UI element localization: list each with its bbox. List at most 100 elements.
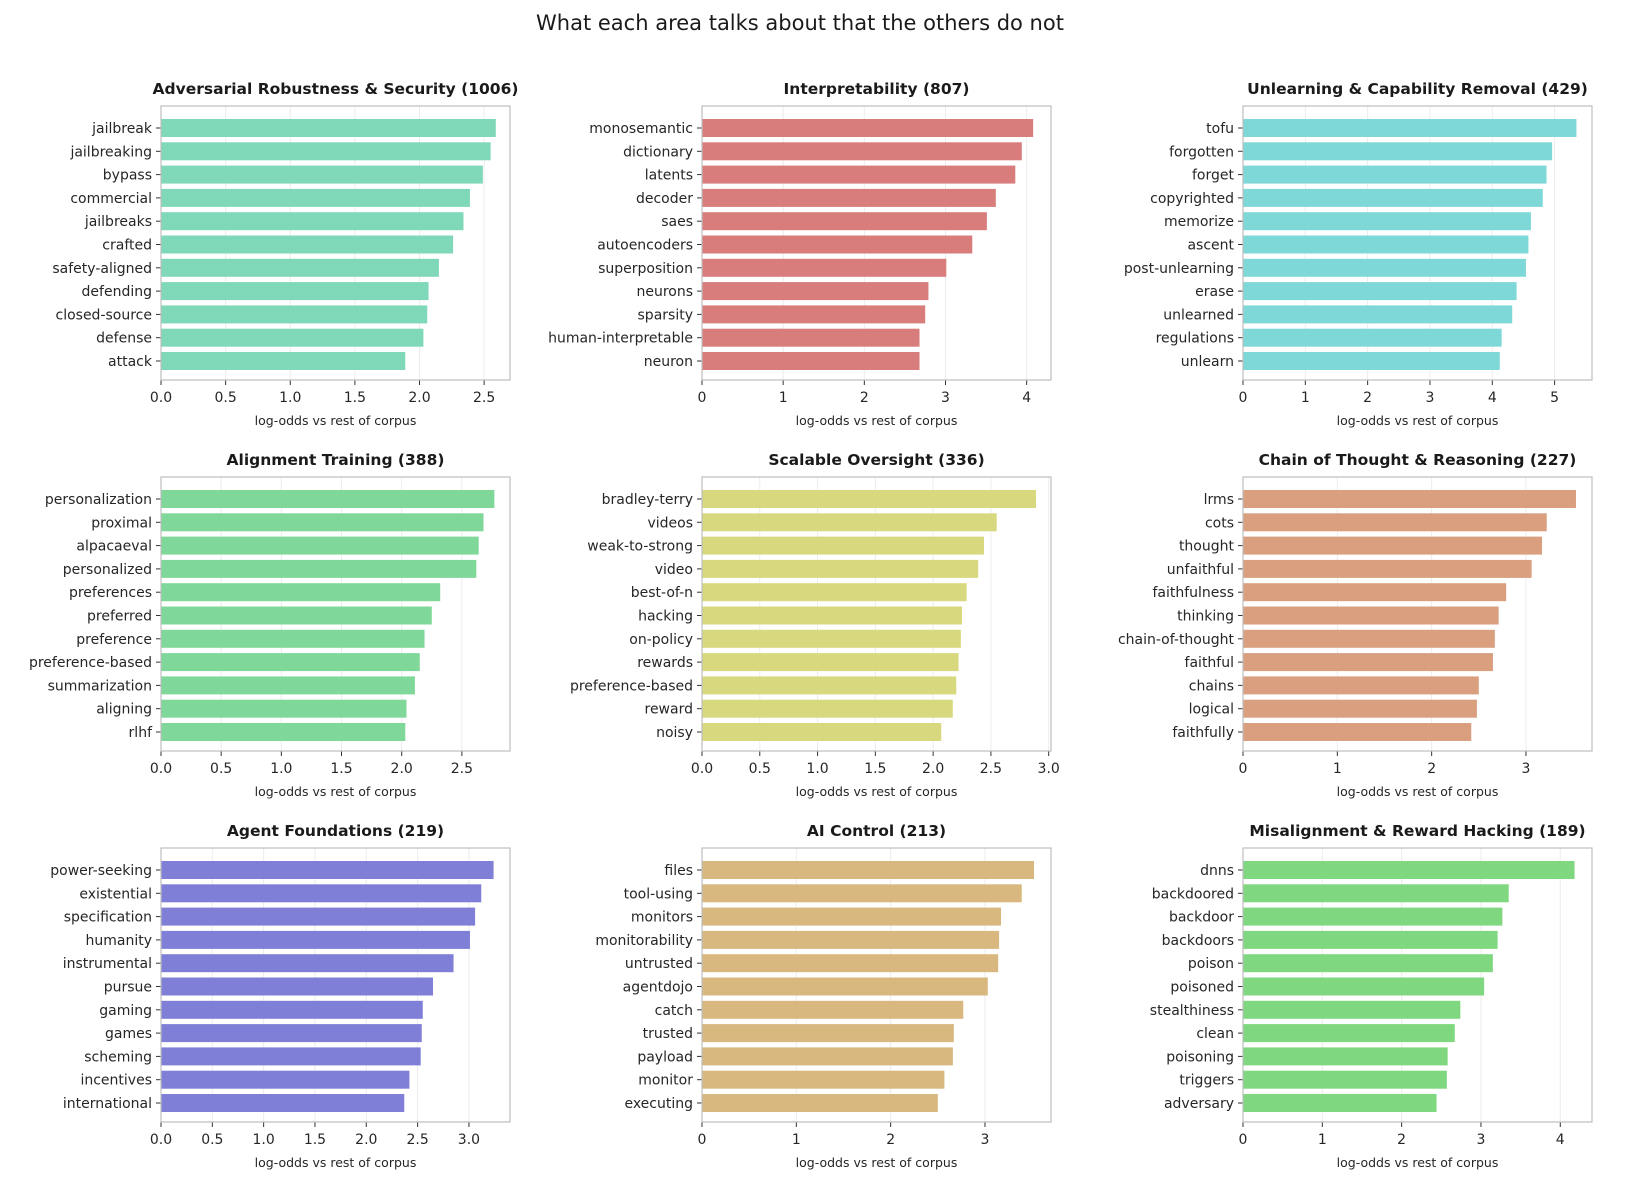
bar — [161, 1024, 422, 1043]
category-label: human-interpretable — [548, 331, 693, 347]
bar — [1243, 676, 1479, 695]
bar — [161, 629, 425, 648]
bar — [1243, 699, 1477, 718]
category-label: files — [664, 863, 693, 879]
bar — [702, 1024, 954, 1043]
category-label: copyrighted — [1150, 191, 1234, 207]
chart-panel: personalization proximal alpacaeval persona… — [29, 451, 511, 799]
panel-title: Unlearning & Capability Removal (429) — [1247, 80, 1588, 98]
x-tick-label: 0.5 — [749, 761, 771, 777]
category-label: safety-aligned — [52, 261, 152, 277]
bar — [161, 212, 464, 231]
category-label: untrusted — [625, 956, 693, 972]
chart-panel: dnns backdoored backdoor backdoors poison poi… — [1150, 822, 1593, 1170]
chart-panel: jailbreak jailbreaking bypass commercial jai… — [52, 80, 518, 428]
category-label: monitorability — [595, 933, 693, 949]
bar — [161, 513, 484, 532]
bar — [1243, 212, 1531, 231]
axes-frame — [160, 476, 511, 752]
category-label: defense — [96, 331, 152, 347]
panels: jailbreak jailbreaking bypass commercial jai… — [29, 80, 1593, 1170]
category-label: neurons — [636, 284, 693, 300]
x-tick-label: 2.0 — [922, 761, 944, 777]
category-label: closed-source — [56, 307, 153, 323]
axes-frame — [1242, 847, 1593, 1123]
category-label: unfaithful — [1167, 562, 1234, 578]
x-axis-label: log-odds vs rest of corpus — [1337, 1155, 1499, 1170]
x-tick-label: 3.0 — [458, 1132, 480, 1148]
x-tick-label: 2.5 — [980, 761, 1002, 777]
category-label: gaming — [99, 1003, 152, 1019]
axes-frame — [1242, 476, 1593, 752]
bar — [1243, 328, 1502, 347]
x-tick-label: 0.0 — [691, 761, 713, 777]
bar — [161, 884, 482, 903]
bar — [1243, 954, 1493, 973]
x-tick-label: 0 — [1239, 1132, 1248, 1148]
bar — [702, 653, 959, 672]
category-label: erase — [1195, 284, 1234, 300]
x-tick-label: 3 — [981, 1132, 990, 1148]
bar — [161, 305, 428, 324]
category-label: instrumental — [63, 956, 152, 972]
x-tick-label: 1 — [1318, 1132, 1327, 1148]
category-label: sparsity — [638, 307, 693, 323]
bar — [1243, 305, 1513, 324]
x-tick-label: 2 — [1363, 390, 1372, 406]
category-label: monosemantic — [589, 121, 693, 137]
x-tick-label: 1.5 — [864, 761, 886, 777]
bar — [161, 328, 424, 347]
panel-title: Alignment Training (388) — [227, 451, 445, 469]
x-tick-label: 2.0 — [355, 1132, 377, 1148]
bar — [702, 723, 942, 741]
category-label: catch — [655, 1003, 693, 1019]
category-label: existential — [79, 886, 152, 902]
bar — [702, 258, 947, 277]
x-tick-label: 1 — [779, 390, 788, 406]
bar — [1243, 907, 1503, 926]
axes-frame — [701, 847, 1052, 1123]
bar — [1243, 513, 1547, 532]
bar — [702, 1000, 964, 1019]
bar — [702, 142, 1022, 161]
category-label: backdoors — [1162, 933, 1234, 949]
x-tick-label: 0.5 — [214, 390, 236, 406]
category-label: pursue — [104, 980, 152, 996]
category-label: regulations — [1156, 331, 1234, 347]
category-label: personalization — [45, 492, 152, 508]
figure-title: What each area talks about that the othe… — [536, 11, 1064, 35]
category-label: best-of-n — [631, 585, 693, 601]
bar — [702, 536, 984, 555]
category-label: games — [105, 1026, 152, 1042]
category-label: reward — [645, 702, 694, 718]
bar — [1243, 1094, 1437, 1112]
bar — [702, 907, 1002, 926]
bar — [702, 861, 1035, 879]
x-tick-label: 2.5 — [406, 1132, 428, 1148]
x-tick-label: 2.5 — [473, 390, 495, 406]
category-label: monitors — [631, 910, 693, 926]
category-label: power-seeking — [50, 863, 152, 879]
x-tick-label: 3.0 — [1038, 761, 1060, 777]
bar — [702, 282, 929, 301]
bar — [702, 930, 1000, 949]
category-label: clean — [1196, 1026, 1234, 1042]
category-label: executing — [624, 1096, 693, 1112]
chart-panel: tofu forgotten forget copyrighted memorize as… — [1124, 80, 1593, 428]
category-label: video — [655, 562, 693, 578]
category-label: poisoning — [1166, 1049, 1234, 1065]
x-axis-label: log-odds vs rest of corpus — [1337, 413, 1499, 428]
category-label: poisoned — [1170, 980, 1234, 996]
category-label: forgotten — [1169, 144, 1234, 160]
panel-title: Scalable Oversight (336) — [768, 451, 984, 469]
x-tick-label: 0.0 — [150, 1132, 172, 1148]
x-tick-label: 0 — [698, 390, 707, 406]
category-label: summarization — [48, 678, 152, 694]
chart-panel: lrms cots thought unfaithful faithfulness thi… — [1118, 451, 1593, 799]
category-label: preferred — [87, 609, 152, 625]
category-label: faithfully — [1172, 725, 1234, 741]
bar — [161, 282, 429, 301]
bar — [1243, 884, 1509, 903]
category-label: preference-based — [570, 678, 693, 694]
x-tick-label: 0.0 — [150, 761, 172, 777]
